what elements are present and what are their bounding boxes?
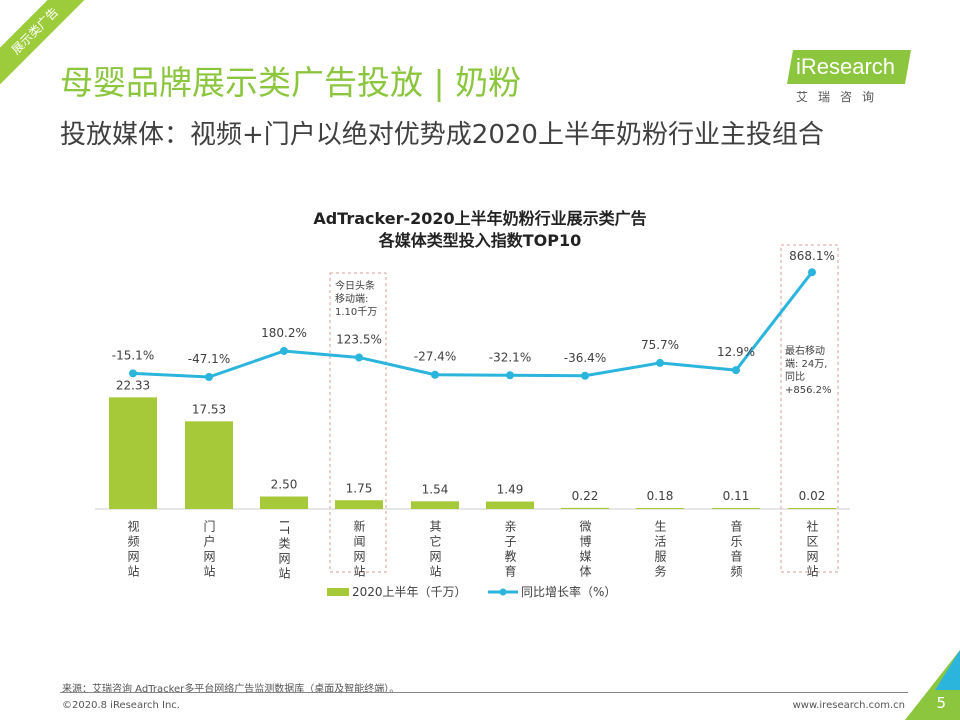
annotation-text: 同比 bbox=[785, 371, 805, 383]
bar bbox=[411, 501, 459, 509]
category-label: 门户网站 bbox=[202, 520, 216, 580]
line-label: -32.1% bbox=[489, 350, 531, 364]
line-label: 12.9% bbox=[717, 345, 755, 359]
line-label: 180.2% bbox=[261, 326, 307, 340]
bar bbox=[636, 508, 684, 509]
category-label-annotated: 社区网站 bbox=[805, 520, 819, 580]
line-point bbox=[506, 371, 514, 380]
legend-line-marker bbox=[499, 588, 507, 596]
bar bbox=[712, 508, 760, 509]
category-label-annotated: 新闻网站 bbox=[352, 520, 366, 580]
line-point bbox=[355, 353, 363, 362]
annotation-text: 端: 24万, bbox=[785, 357, 827, 370]
category-label: 其它网站 bbox=[428, 520, 442, 580]
bar bbox=[109, 397, 157, 509]
bar bbox=[335, 500, 383, 509]
bar-label: 0.22 bbox=[572, 489, 599, 503]
annotation-text: 1.10千万 bbox=[335, 306, 377, 318]
source-note: 来源：艾瑞咨询 AdTracker多平台网络广告监测数据库（桌面及智能终端）。 bbox=[62, 684, 400, 695]
category-label: 微博媒体 bbox=[578, 520, 592, 580]
category-label: 音乐音频 bbox=[729, 520, 743, 580]
bar-label: 1.54 bbox=[422, 482, 449, 496]
line-point bbox=[732, 366, 740, 375]
growth-line bbox=[132, 271, 814, 379]
bar-label: 22.33 bbox=[116, 378, 150, 392]
category-label: 视频网站 bbox=[126, 520, 140, 580]
line-label: -36.4% bbox=[564, 351, 606, 365]
page-subtitle: 投放媒体：视频+门户以绝对优势成2020上半年奶粉行业主投组合 bbox=[60, 120, 824, 150]
iresearch-logo: iResearch 艾瑞咨询 bbox=[782, 50, 912, 108]
line-label: 123.5% bbox=[336, 332, 382, 346]
annotation-text: 今日头条 bbox=[335, 279, 375, 292]
bar-label: 0.18 bbox=[647, 489, 674, 503]
legend-bar-label: 2020上半年（千万） bbox=[352, 585, 467, 599]
category-label: 生活服务 bbox=[653, 520, 667, 580]
category-label: 亲子教育 bbox=[503, 520, 517, 580]
line-point bbox=[205, 372, 213, 381]
annotation-text: +856.2% bbox=[785, 385, 832, 396]
bar-label: 1.75 bbox=[346, 481, 373, 495]
bar bbox=[260, 496, 308, 509]
line-label: -15.1% bbox=[112, 348, 154, 362]
annotation-text: 最右移动 bbox=[785, 344, 825, 357]
bar-label: 1.49 bbox=[497, 483, 524, 497]
line-label: -47.1% bbox=[188, 352, 230, 366]
category-label: IT类网站 bbox=[277, 520, 291, 582]
bar-label: 0.11 bbox=[723, 489, 750, 503]
bar bbox=[561, 507, 609, 509]
line-point bbox=[808, 268, 816, 277]
footer-divider bbox=[60, 692, 908, 693]
bar bbox=[185, 421, 233, 509]
line-point bbox=[280, 346, 288, 355]
line-point bbox=[431, 370, 439, 379]
copyright: ©2020.8 iResearch Inc. bbox=[62, 700, 180, 711]
bar-label: 17.53 bbox=[192, 402, 226, 416]
bar-label: 2.50 bbox=[271, 478, 298, 492]
page-title: 母婴品牌展示类广告投放 | 奶粉 bbox=[60, 63, 522, 102]
line-label: 75.7% bbox=[641, 338, 679, 352]
line-point bbox=[129, 369, 137, 378]
legend-line-label: 同比增长率（%） bbox=[521, 584, 616, 599]
line-label: -27.4% bbox=[414, 350, 456, 364]
line-point bbox=[581, 371, 589, 380]
line-point bbox=[656, 358, 664, 367]
chart-title: AdTracker-2020上半年奶粉行业展示类广告 bbox=[313, 209, 647, 228]
chart-subtitle: 各媒体类型投入指数TOP10 bbox=[378, 231, 582, 250]
bar bbox=[486, 501, 534, 509]
annotation-box bbox=[329, 272, 387, 573]
line-label: 868.1% bbox=[789, 249, 835, 263]
legend-bar-swatch bbox=[327, 588, 349, 596]
bar bbox=[788, 508, 836, 509]
bar-label: 0.02 bbox=[799, 489, 826, 503]
website-link: www.iresearch.com.cn bbox=[792, 700, 905, 711]
annotation-text: 移动端: bbox=[335, 292, 368, 305]
page-number: 5 bbox=[936, 694, 946, 712]
